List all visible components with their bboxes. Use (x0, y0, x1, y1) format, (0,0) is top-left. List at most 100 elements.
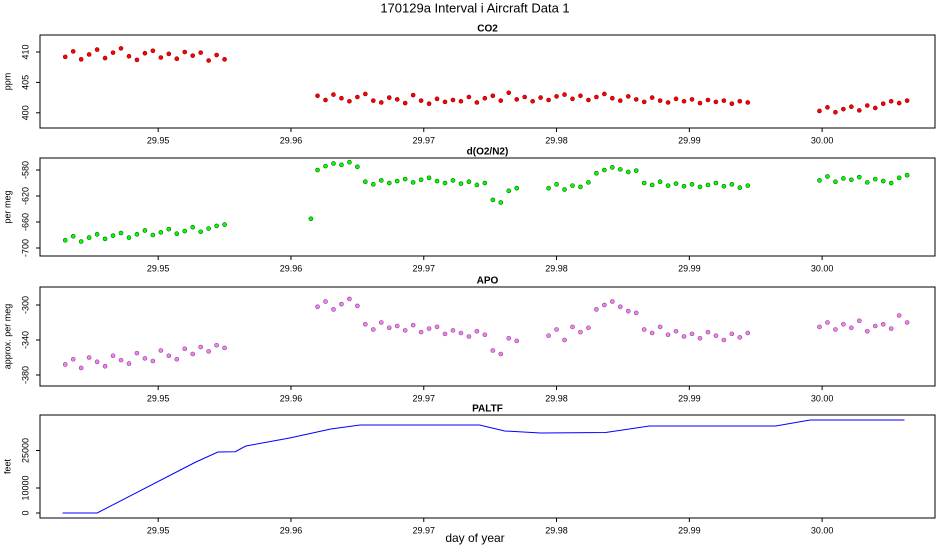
data-point (586, 180, 591, 185)
data-point (378, 100, 384, 105)
data-point (498, 200, 504, 205)
data-point (880, 178, 886, 184)
data-point (86, 52, 92, 57)
data-point (857, 174, 862, 180)
data-point (182, 49, 188, 55)
data-point (681, 334, 687, 339)
data-point (610, 299, 615, 304)
data-point (110, 353, 116, 359)
data-point (617, 98, 623, 103)
data-point (308, 216, 314, 222)
data-point (214, 223, 219, 229)
data-point (474, 100, 480, 105)
x-tick-label: 29.96 (280, 393, 303, 403)
data-point (817, 108, 822, 114)
data-point (729, 331, 735, 337)
data-point (331, 161, 336, 166)
data-point (182, 346, 188, 352)
x-axis-label: day of year (445, 531, 504, 545)
data-point (578, 184, 583, 190)
data-point (705, 182, 711, 188)
y-tick-label: 0 (20, 510, 30, 515)
data-point (118, 230, 124, 236)
data-point (817, 178, 822, 183)
x-tick-label: 29.98 (545, 393, 568, 403)
data-point (490, 197, 496, 203)
data-point (602, 302, 607, 308)
data-point (386, 95, 392, 100)
data-point (110, 233, 116, 238)
data-point (86, 235, 92, 240)
y-tick-label: -660 (20, 213, 30, 231)
data-point (450, 178, 456, 183)
data-point (665, 183, 671, 188)
x-tick-label: 29.95 (147, 393, 170, 403)
data-point (721, 337, 727, 343)
data-point (378, 178, 384, 183)
data-point (386, 325, 392, 331)
data-point (833, 327, 838, 332)
data-point (514, 338, 520, 344)
data-point (888, 98, 894, 104)
data-point (482, 95, 488, 101)
data-point (546, 333, 551, 338)
data-point (594, 307, 599, 312)
panel-title: d(O2/N2) (467, 147, 509, 158)
x-tick-label: 29.98 (545, 525, 568, 535)
data-point (78, 239, 84, 244)
panel-title: APO (477, 276, 499, 287)
data-point (490, 93, 496, 99)
data-point (498, 351, 504, 357)
data-point (673, 96, 679, 102)
data-point (158, 55, 164, 60)
data-point (610, 95, 615, 101)
x-tick-label: 29.99 (678, 525, 701, 535)
data-point (633, 168, 639, 173)
data-point (522, 94, 527, 100)
data-point (62, 54, 68, 60)
data-point (689, 182, 695, 187)
data-point (745, 183, 751, 188)
data-point (126, 53, 132, 59)
data-point (323, 97, 328, 103)
data-point (78, 57, 84, 62)
panel-title: PALTF (472, 404, 503, 415)
data-point (62, 237, 68, 243)
data-point (617, 167, 623, 172)
data-point (641, 99, 647, 105)
data-point (134, 350, 140, 356)
data-point (394, 178, 400, 184)
data-point (402, 328, 408, 333)
data-point (857, 108, 862, 113)
data-point (546, 185, 551, 191)
data-point (849, 104, 854, 110)
data-point (386, 180, 392, 186)
panel: APO approx. per meg 29.95 29.96 29.97 29.98 29… (2, 276, 936, 403)
data-point (713, 99, 719, 105)
data-point (665, 100, 671, 105)
data-point (134, 57, 140, 63)
data-point (498, 98, 504, 103)
data-point (126, 361, 132, 366)
data-point (681, 183, 687, 189)
data-point (402, 100, 408, 106)
x-tick-label: 29.99 (678, 135, 701, 145)
data-point (625, 94, 631, 99)
data-point (466, 179, 472, 185)
data-point (474, 328, 480, 334)
data-point (681, 98, 687, 104)
data-point (633, 97, 639, 102)
data-point (594, 94, 599, 100)
data-point (347, 159, 352, 165)
data-point (150, 232, 156, 238)
x-tick-label: 30.00 (811, 263, 834, 273)
data-point (62, 362, 68, 367)
data-point (166, 353, 172, 359)
data-point (729, 182, 735, 187)
y-tick-label: 410 (20, 45, 30, 60)
data-point (371, 327, 376, 332)
data-point (705, 329, 711, 335)
data-point (450, 97, 456, 103)
data-point (315, 93, 320, 99)
data-point (570, 96, 575, 102)
